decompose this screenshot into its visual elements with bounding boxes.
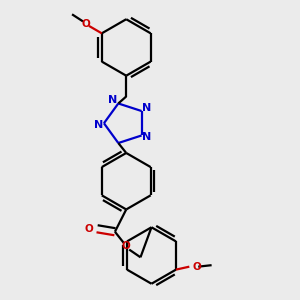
Text: O: O bbox=[81, 19, 90, 29]
Text: O: O bbox=[122, 241, 130, 251]
Text: N: N bbox=[108, 95, 118, 106]
Text: N: N bbox=[142, 132, 152, 142]
Text: O: O bbox=[193, 262, 202, 272]
Text: N: N bbox=[94, 120, 103, 130]
Text: N: N bbox=[142, 103, 152, 113]
Text: O: O bbox=[85, 224, 94, 234]
